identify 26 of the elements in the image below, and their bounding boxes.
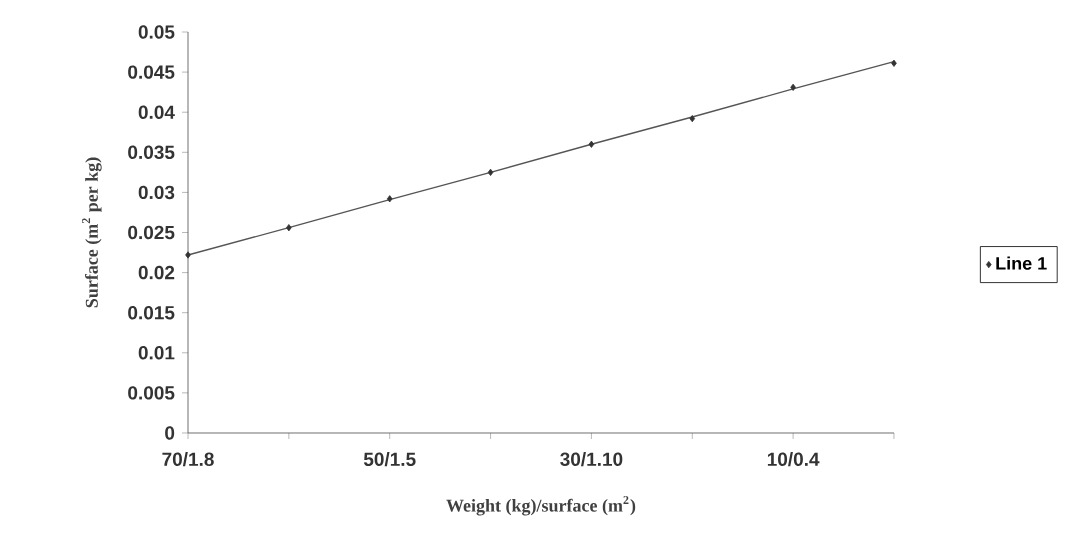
y-tick-label: 0.035 xyxy=(128,145,175,160)
legend-label: Line 1 xyxy=(996,256,1047,270)
point xyxy=(185,251,191,259)
y-tick-label: 0 xyxy=(165,426,175,440)
x-tick-label: 70/1.8 xyxy=(162,452,214,467)
y-tick-label: 0.02 xyxy=(138,265,175,280)
y-axis-title: Surface (m$^{2}$ per kg) xyxy=(82,157,102,308)
point xyxy=(689,115,696,123)
y-tick-label: 0.03 xyxy=(138,185,175,200)
y-tick-label: 0.025 xyxy=(128,225,175,240)
point xyxy=(790,83,796,91)
y-tick-label: 0.04 xyxy=(138,105,175,119)
point xyxy=(286,224,292,232)
point xyxy=(891,59,897,67)
x-tick-label: 30/1.10 xyxy=(560,452,623,467)
x-axis-title: Weight (kg)/surface (m$^{2}$) xyxy=(446,495,636,516)
point xyxy=(588,140,595,148)
point xyxy=(386,195,393,203)
y-tick-label: 0.045 xyxy=(128,65,175,79)
x-tick-label: 50/1.5 xyxy=(363,452,416,467)
y-tick-label: 0.05 xyxy=(138,25,175,39)
y-tick-label: 0.005 xyxy=(128,386,175,400)
y-tick-label: 0.01 xyxy=(138,346,175,360)
point xyxy=(487,168,494,176)
y-tick-label: 0.015 xyxy=(128,305,175,320)
x-tick-label: 10/0.4 xyxy=(767,452,820,467)
